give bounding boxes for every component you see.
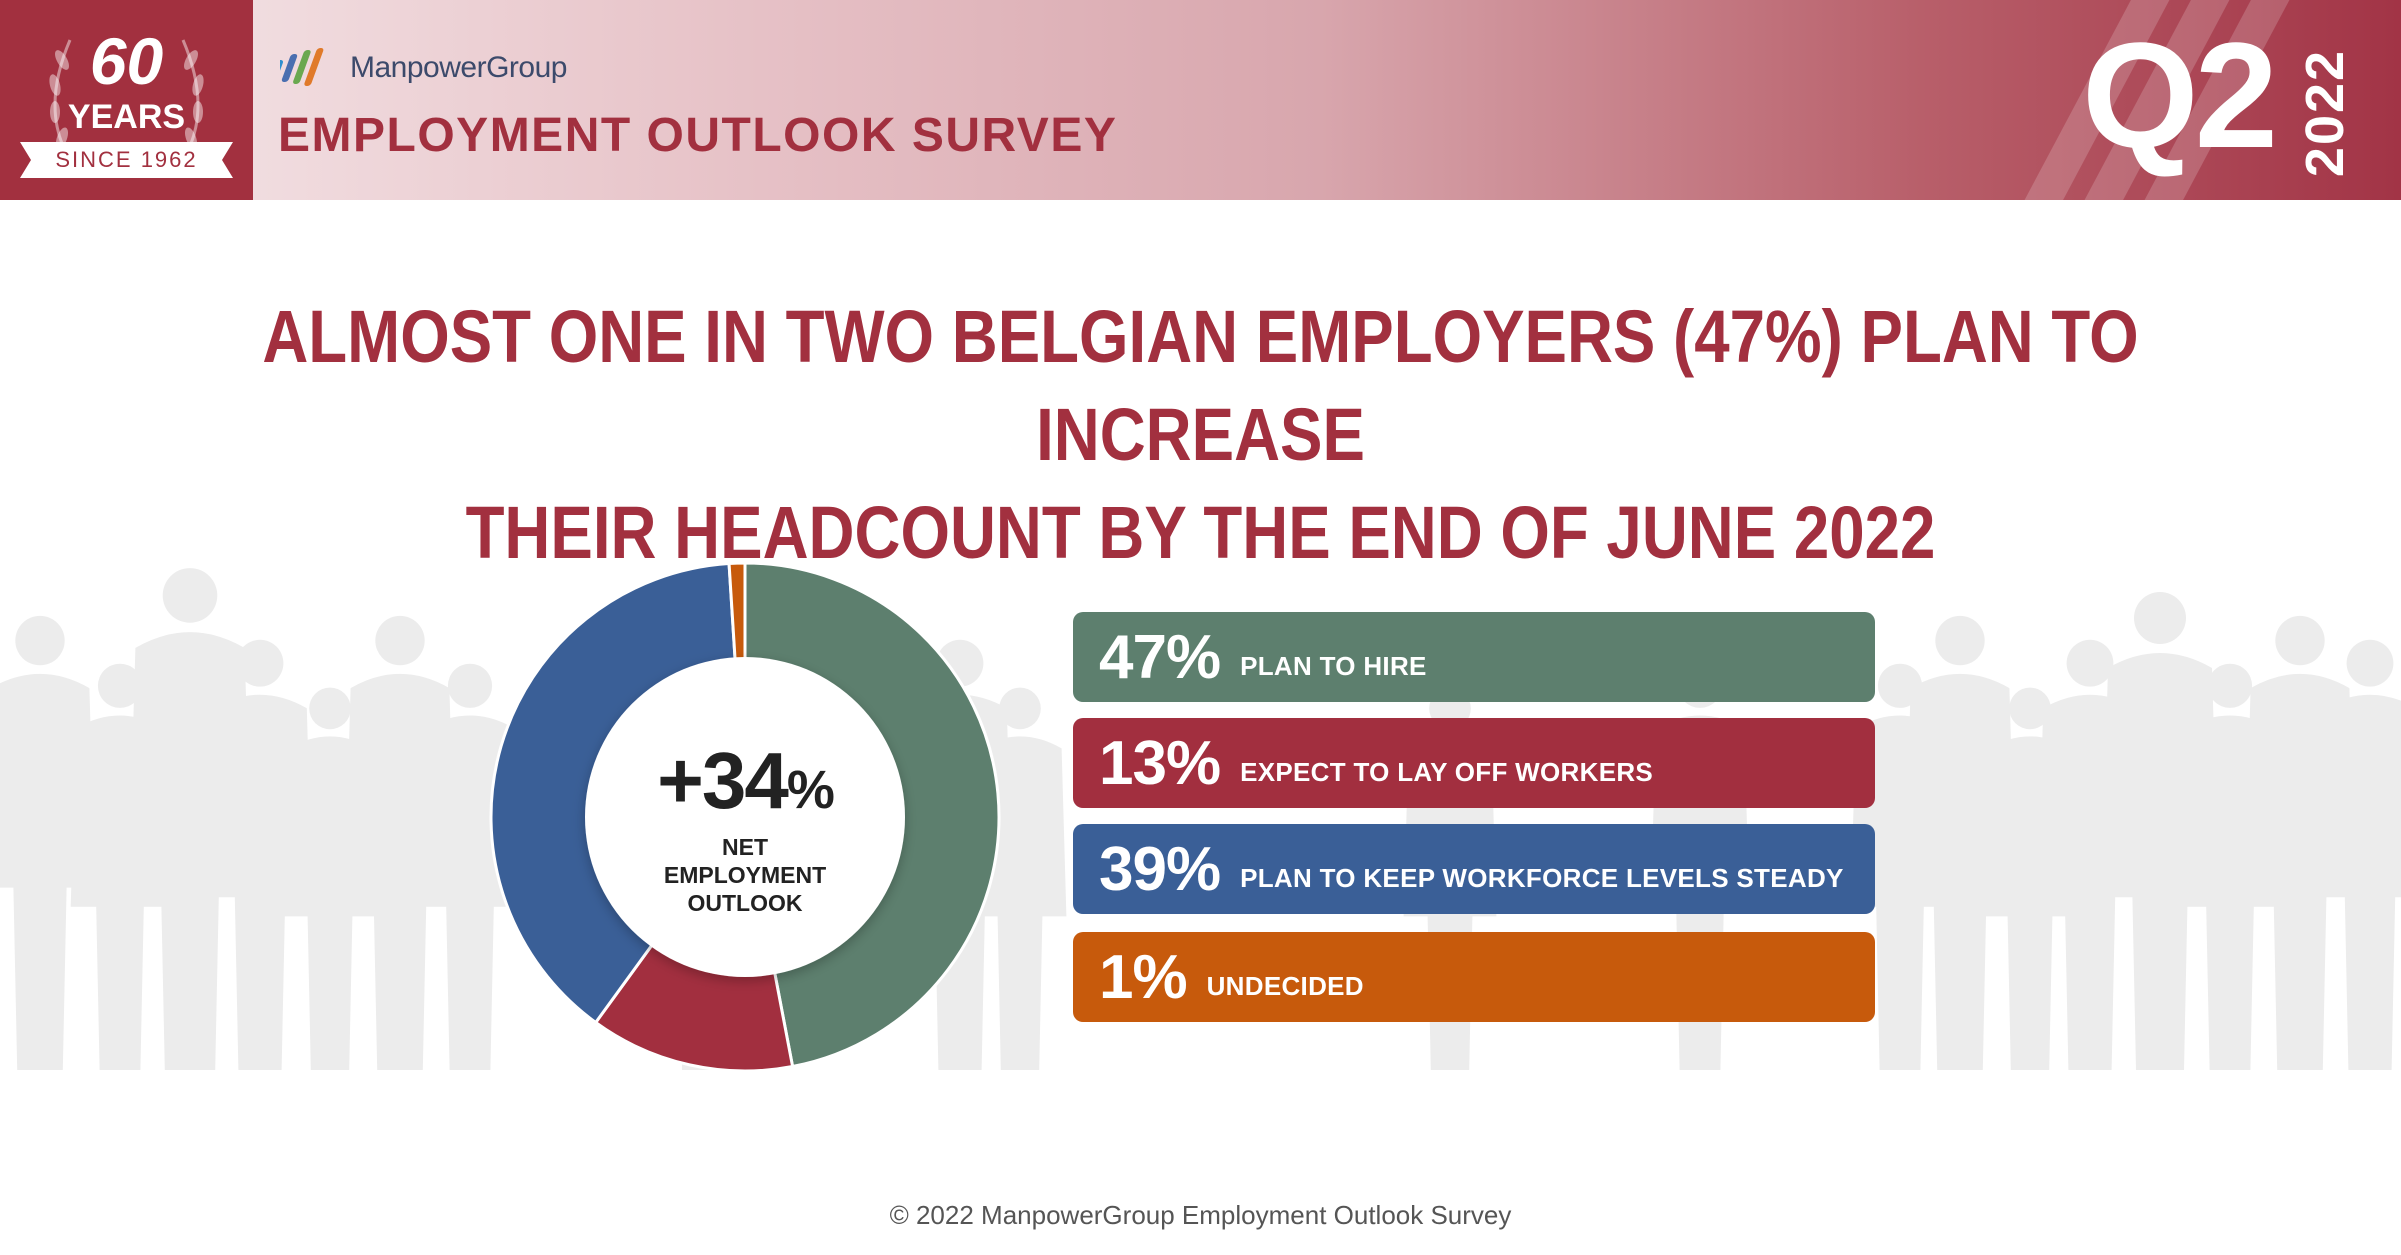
crowd-person-head xyxy=(1935,615,1985,666)
crowd-person-head xyxy=(2009,687,2051,730)
legend-bar-undecided: 1% UNDECIDED xyxy=(1073,932,1875,1022)
legend-value-undecided: 1% xyxy=(1099,942,1188,1012)
year-label: 2022 xyxy=(2295,48,2355,178)
survey-title: EMPLOYMENT OUTLOOK SURVEY xyxy=(278,109,1118,162)
crowd-person-body xyxy=(1904,673,2016,1070)
header-band: 60 YEARS SINCE 1962 ManpowerGroup EMPLOY… xyxy=(0,0,2401,200)
legend-label-hire: PLAN TO HIRE xyxy=(1240,650,1427,681)
crowd-person-head xyxy=(2134,592,2186,644)
legend-label-layoff: EXPECT TO LAY OFF WORKERS xyxy=(1240,756,1654,787)
crowd-person-head xyxy=(2275,615,2325,666)
legend-value-hire: 47% xyxy=(1099,622,1221,692)
net-outlook-label: NET EMPLOYMENT OUTLOOK xyxy=(663,834,827,916)
quarter-label: Q2 xyxy=(2082,11,2278,179)
footer-copyright: © 2022 ManpowerGroup Employment Outlook … xyxy=(889,1200,1512,1230)
brand-logo: ManpowerGroup xyxy=(280,46,567,90)
legend-bar-steady: 39% PLAN TO KEEP WORKFORCE LEVELS STEADY xyxy=(1073,824,1875,914)
crowd-person-head xyxy=(2066,639,2114,687)
legend-value-steady: 39% xyxy=(1099,834,1221,904)
brand-name: ManpowerGroup xyxy=(350,51,567,84)
badge-ribbon: SINCE 1962 xyxy=(55,147,198,172)
anniversary-badge: 60 YEARS SINCE 1962 xyxy=(0,0,253,200)
donut-hole xyxy=(585,657,905,977)
legend-label-undecided: UNDECIDED xyxy=(1206,970,1364,1001)
crowd-person-head xyxy=(236,639,284,687)
legend-bar-layoff: 13% EXPECT TO LAY OFF WORKERS xyxy=(1073,718,1875,808)
crowd-person-head xyxy=(447,663,493,708)
legend-label-steady: PLAN TO KEEP WORKFORCE LEVELS STEADY xyxy=(1240,862,1844,893)
laurel-icon xyxy=(20,39,233,178)
crowd-person-head xyxy=(162,568,218,623)
crowd-person-body xyxy=(2317,694,2401,1070)
net-outlook: +34% NET EMPLOYMENT OUTLOOK xyxy=(575,735,915,917)
crowd-person-head xyxy=(999,687,1041,730)
crowd-person-head xyxy=(97,663,143,708)
crowd-person-head xyxy=(309,687,351,730)
manpowergroup-logo-icon xyxy=(280,48,324,86)
headline-line-2: THEIR HEADCOUNT BY THE END OF JUNE 2022 xyxy=(465,491,1936,574)
crowd-person-head xyxy=(2207,663,2253,708)
badge-word: YEARS xyxy=(67,98,186,136)
legend-value-layoff: 13% xyxy=(1099,728,1221,798)
badge-number: 60 xyxy=(89,24,164,98)
crowd-person-head xyxy=(2346,639,2394,687)
donut-chart xyxy=(489,561,1001,1073)
crowd-person-head xyxy=(15,615,65,666)
crowd-person-head xyxy=(375,615,425,666)
crowd-person-body xyxy=(0,673,96,1070)
headline: ALMOST ONE IN TWO BELGIAN EMPLOYERS (47%… xyxy=(168,288,2233,582)
crowd-person-body xyxy=(207,694,313,1070)
net-outlook-value: +34% xyxy=(657,736,835,825)
legend-bar-hire: 47% PLAN TO HIRE xyxy=(1073,612,1875,702)
headline-line-1: ALMOST ONE IN TWO BELGIAN EMPLOYERS (47%… xyxy=(262,295,2139,476)
